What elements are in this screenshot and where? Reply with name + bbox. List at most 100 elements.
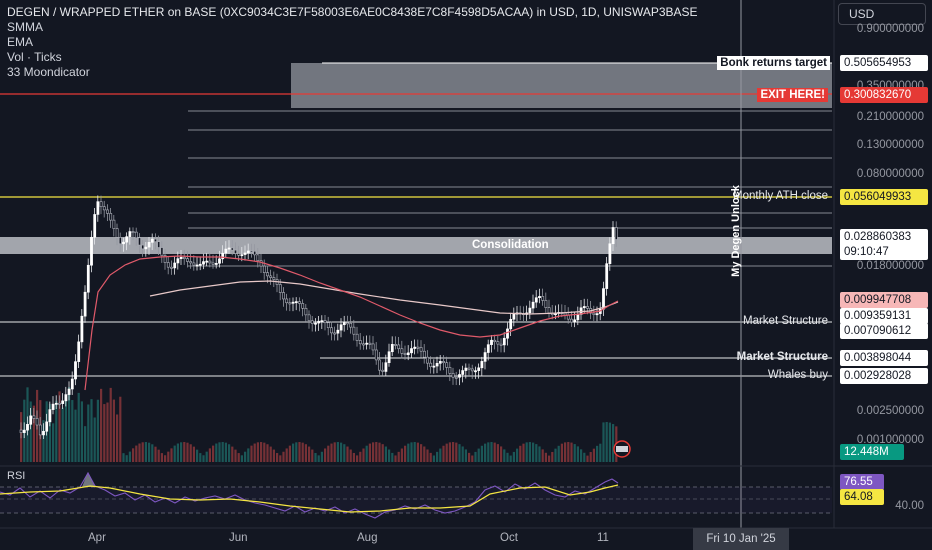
volume-bar bbox=[29, 401, 32, 462]
volume-bar bbox=[564, 442, 567, 462]
candle bbox=[131, 231, 135, 234]
label-consolidation[interactable]: Consolidation bbox=[472, 239, 549, 251]
volume-bar bbox=[464, 449, 467, 462]
candle bbox=[186, 258, 189, 262]
label-unlock[interactable]: My Degen Unlock bbox=[729, 185, 742, 277]
volume-bar bbox=[298, 442, 301, 462]
legend-smma[interactable]: SMMA bbox=[7, 20, 43, 34]
candle bbox=[48, 409, 52, 423]
time-tick: Aug bbox=[357, 532, 378, 544]
volume-bar bbox=[224, 442, 227, 462]
volume-bar bbox=[327, 445, 330, 462]
volume-bar bbox=[144, 442, 147, 462]
volume-bar bbox=[368, 443, 371, 462]
volume-bar bbox=[87, 404, 90, 462]
candle bbox=[51, 403, 55, 410]
candle bbox=[64, 394, 68, 402]
label-whales-buy[interactable]: Whales buy bbox=[767, 369, 828, 381]
currency-button[interactable]: USD bbox=[838, 3, 926, 25]
volume-bar bbox=[112, 399, 115, 462]
volume-bar bbox=[212, 445, 215, 462]
volume-bar bbox=[410, 442, 413, 462]
candle bbox=[182, 256, 186, 259]
label-bonk-target[interactable]: Bonk returns target bbox=[717, 56, 830, 70]
candle bbox=[323, 320, 327, 324]
volume-bar bbox=[560, 443, 563, 462]
volume-bar bbox=[548, 455, 551, 462]
legend-moondicator[interactable]: 33 Moondicator bbox=[7, 65, 90, 79]
candle bbox=[266, 272, 269, 277]
volume-bar bbox=[554, 448, 557, 462]
axis-tick: 0.080000000 bbox=[856, 168, 924, 180]
candle bbox=[294, 301, 298, 304]
candle bbox=[285, 298, 289, 304]
price-box-ms1: 0.009359131 bbox=[840, 308, 928, 324]
candle bbox=[509, 318, 513, 330]
candle bbox=[246, 250, 250, 254]
price-box-ema: 0.007090612 bbox=[840, 323, 928, 339]
volume-bar bbox=[599, 443, 602, 462]
candle bbox=[112, 219, 116, 229]
candle bbox=[349, 322, 353, 328]
candle bbox=[301, 303, 305, 309]
candle bbox=[93, 214, 97, 238]
candle bbox=[227, 247, 231, 250]
axis-tick: 0.900000000 bbox=[856, 23, 924, 35]
volume-bar bbox=[570, 442, 573, 462]
volume-bar bbox=[496, 444, 499, 462]
candle bbox=[179, 256, 183, 259]
volume-bar bbox=[170, 448, 173, 462]
volume-bar bbox=[311, 449, 314, 462]
volume-bar bbox=[608, 422, 611, 462]
volume-bar bbox=[282, 451, 285, 462]
label-market-structure-2[interactable]: Market Structure bbox=[736, 351, 828, 363]
candle bbox=[237, 253, 241, 256]
candle bbox=[314, 322, 317, 325]
candle bbox=[534, 297, 538, 303]
candle bbox=[611, 227, 615, 245]
volume-bar bbox=[423, 446, 426, 462]
volume-bar bbox=[340, 442, 343, 462]
candle bbox=[413, 346, 417, 349]
candle bbox=[480, 361, 484, 369]
label-market-structure-1[interactable]: Market Structure bbox=[743, 315, 828, 327]
candle bbox=[592, 312, 596, 315]
volume-bar bbox=[132, 448, 135, 462]
ema-line bbox=[84, 255, 619, 391]
moondicator-badge[interactable] bbox=[613, 440, 631, 458]
volume-bar bbox=[573, 444, 576, 462]
volume-bar bbox=[285, 448, 288, 462]
candle bbox=[384, 362, 388, 372]
candle bbox=[586, 306, 589, 309]
rsi-box-2: 64.08 bbox=[840, 489, 884, 505]
volume-bar bbox=[288, 445, 291, 462]
volume-bar bbox=[324, 448, 327, 462]
volume-bar bbox=[468, 452, 471, 462]
volume-bar bbox=[512, 451, 515, 462]
axis-tick: 0.210000000 bbox=[856, 111, 924, 123]
candle bbox=[358, 340, 362, 345]
price-box-whales: 0.002928028 bbox=[840, 368, 928, 384]
candle bbox=[570, 318, 573, 323]
candle bbox=[502, 337, 506, 346]
candle bbox=[595, 313, 599, 316]
label-ath[interactable]: Monthly ATH close bbox=[732, 190, 828, 202]
candle bbox=[602, 288, 605, 310]
label-exit[interactable]: EXIT HERE! bbox=[757, 88, 828, 102]
volume-bar bbox=[196, 449, 199, 462]
rsi-label[interactable]: RSI bbox=[7, 470, 26, 482]
candle bbox=[208, 260, 212, 264]
volume-bar bbox=[148, 442, 151, 462]
legend-ema[interactable]: EMA bbox=[7, 35, 34, 49]
volume-bar bbox=[596, 445, 599, 462]
volume-bar bbox=[42, 420, 45, 462]
volume-bar bbox=[71, 400, 74, 462]
candle bbox=[547, 307, 551, 314]
symbol-title[interactable]: DEGEN / WRAPPED ETHER on BASE (0XC9034C3… bbox=[7, 5, 698, 19]
volume-bar bbox=[55, 400, 58, 462]
candle bbox=[147, 242, 151, 248]
legend-volume[interactable]: Vol · Ticks bbox=[7, 50, 62, 64]
volume-bar bbox=[304, 444, 307, 462]
volume-bar bbox=[93, 417, 96, 462]
